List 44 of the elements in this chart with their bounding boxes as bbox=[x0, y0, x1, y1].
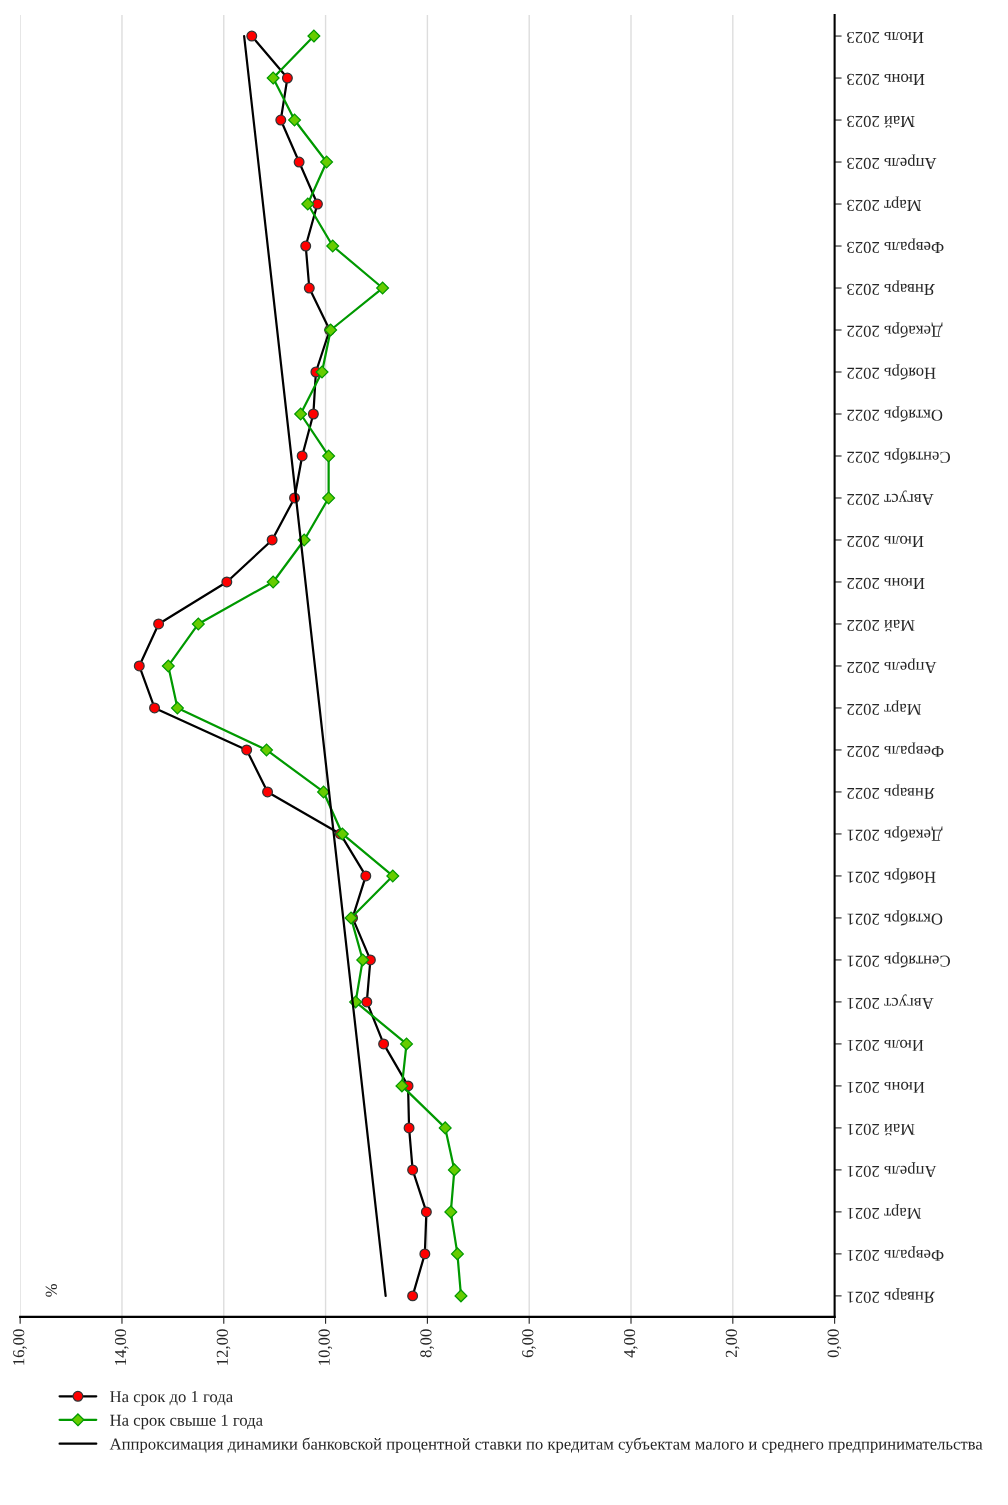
x-tick-label: 14,00 bbox=[114, 1329, 129, 1365]
y-tick-label: Июль 2021 bbox=[847, 1039, 924, 1051]
y-tick-label: Декабрь 2022 bbox=[847, 322, 943, 338]
y-tick-label: Июнь 2022 bbox=[847, 577, 925, 590]
x-tick-label: 6,00 bbox=[522, 1329, 536, 1358]
y-tick-label: Февраль 2022 bbox=[847, 742, 944, 758]
y-tick-label: Июнь 2021 bbox=[847, 1081, 925, 1093]
y-axis-title: % bbox=[45, 1284, 57, 1297]
y-tick-label: Сентябрь 2021 bbox=[847, 952, 951, 968]
y-tick-label: Апрель 2023 bbox=[847, 154, 937, 170]
y-tick-label: Август 2021 bbox=[847, 994, 934, 1010]
x-tick-label: 0,00 bbox=[827, 1329, 842, 1358]
legend-label: На срок до 1 года bbox=[110, 1391, 233, 1406]
y-tick-label: Май 2022 bbox=[847, 619, 915, 632]
y-tick-label: Июнь 2023 bbox=[847, 73, 925, 86]
y-tick-label: Январь 2021 bbox=[847, 1288, 935, 1303]
y-tick-label: Январь 2022 bbox=[847, 784, 935, 800]
y-tick-label: Сентябрь 2022 bbox=[847, 448, 951, 464]
y-tick-label: Июль 2022 bbox=[847, 535, 924, 548]
legend-label: На срок свыше 1 года bbox=[110, 1414, 263, 1430]
x-tick-label: 8,00 bbox=[420, 1329, 434, 1358]
y-tick-label: Апрель 2022 bbox=[847, 658, 937, 674]
x-tick-label: 2,00 bbox=[725, 1329, 740, 1358]
x-tick-label: 10,00 bbox=[318, 1329, 333, 1365]
y-tick-label: Ноябрь 2021 bbox=[847, 868, 936, 884]
y-tick-label: Март 2023 bbox=[847, 196, 922, 212]
y-tick-label: Февраль 2021 bbox=[847, 1246, 944, 1261]
y-tick-label: Март 2021 bbox=[847, 1204, 922, 1219]
y-tick-label: Январь 2023 bbox=[847, 280, 935, 296]
x-tick-label: 16,00 bbox=[13, 1329, 27, 1365]
y-tick-label: Май 2023 bbox=[847, 115, 915, 128]
y-tick-label: Июль 2023 bbox=[847, 31, 924, 44]
y-tick-label: Октябрь 2021 bbox=[847, 910, 943, 926]
y-tick-label: Декабрь 2021 bbox=[847, 826, 943, 842]
y-tick-label: Май 2021 bbox=[847, 1123, 915, 1136]
x-tick-label: 4,00 bbox=[623, 1329, 638, 1358]
y-tick-label: Март 2022 bbox=[847, 700, 922, 716]
legend-label: Аппроксимация динамики банковской процентной ставки по кредитам субъектам малого и среднего предпринимательства bbox=[109, 1437, 983, 1454]
y-tick-label: Апрель 2021 bbox=[847, 1162, 937, 1177]
y-tick-label: Ноябрь 2022 bbox=[847, 364, 936, 380]
y-tick-label: Февраль 2023 bbox=[847, 238, 944, 254]
y-tick-label: Октябрь 2022 bbox=[847, 406, 943, 422]
x-tick-label: 12,00 bbox=[216, 1329, 231, 1365]
y-tick-label: Август 2022 bbox=[847, 490, 934, 506]
